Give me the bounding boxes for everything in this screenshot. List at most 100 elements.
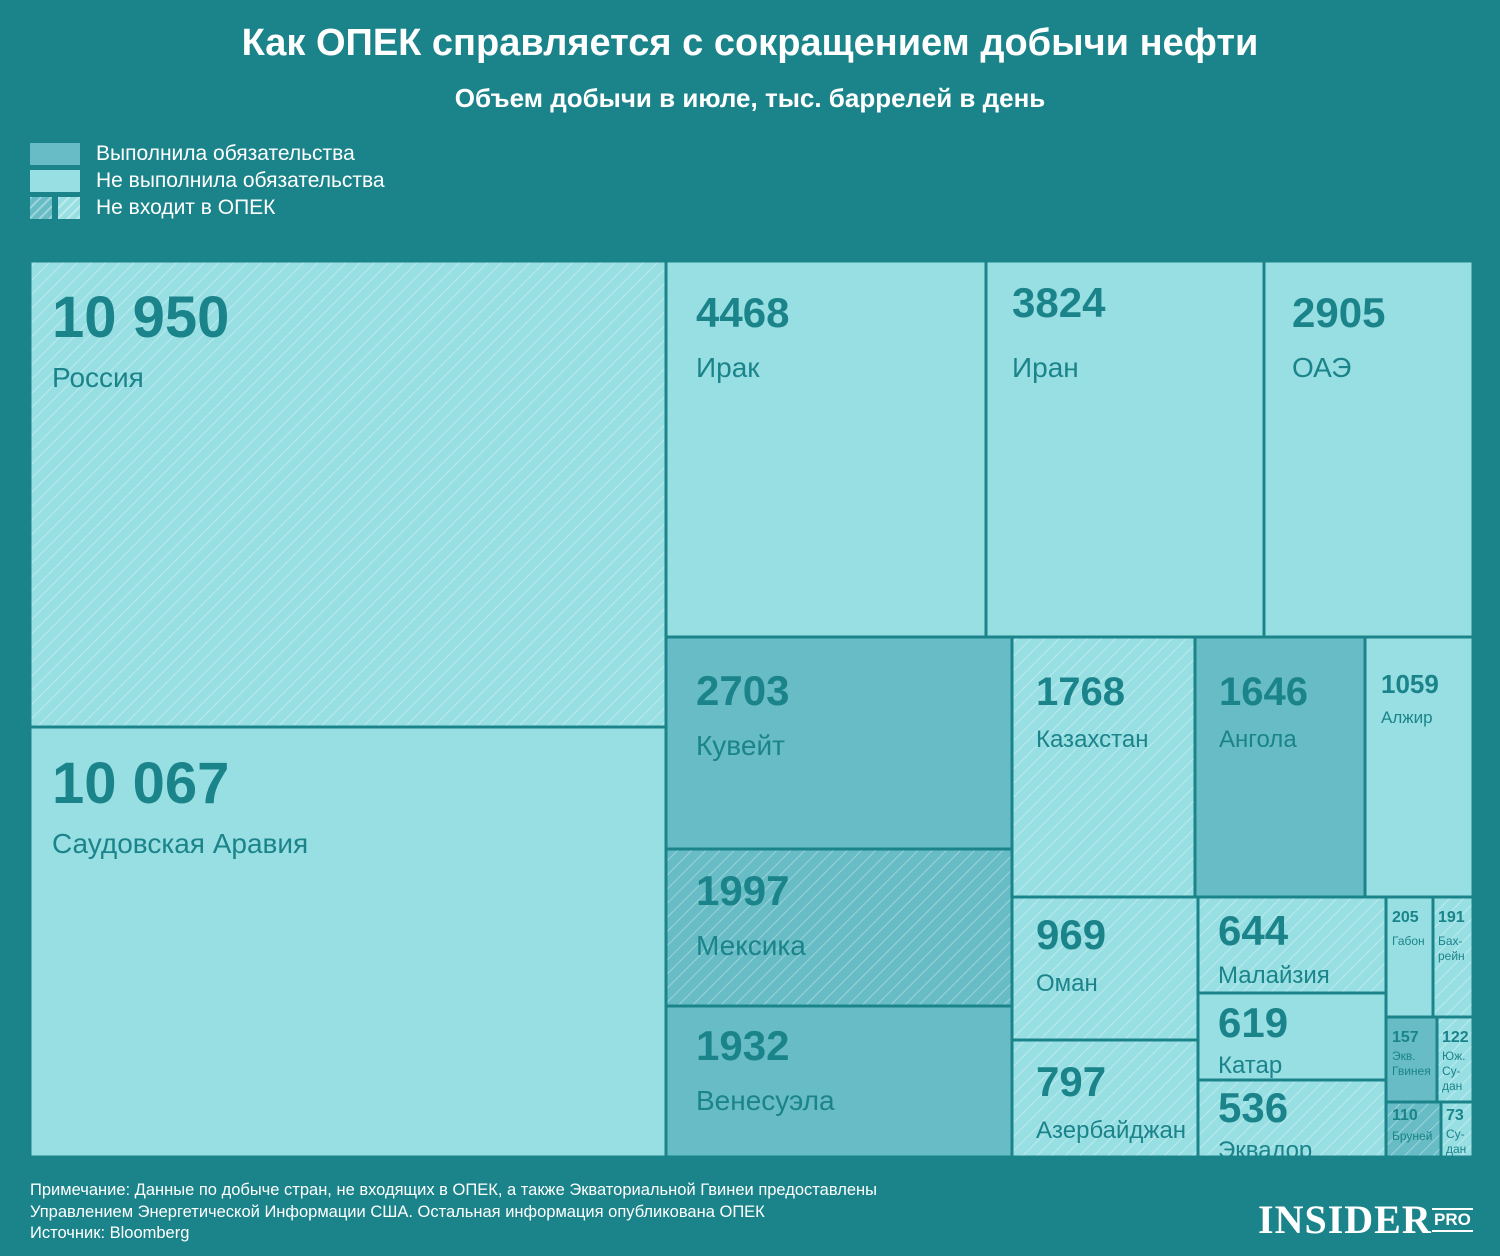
legend-swatch-non-opec — [30, 196, 80, 219]
cell-value-iraq: 4468 — [696, 289, 789, 336]
cell-value-sudan: 73 — [1446, 1107, 1464, 1124]
cell-value-azerbaijan: 797 — [1036, 1058, 1106, 1105]
cell-saudi: 10 067 Саудовская Аравия — [28, 725, 668, 1159]
legend-item-non-opec: Не входит в ОПЕК — [30, 194, 385, 221]
cell-label-venezuela: Венесуэла — [696, 1085, 835, 1116]
cell-label-saudi: Саудовская Аравия — [52, 828, 308, 859]
cell-malaysia: 644 Малайзия — [1196, 895, 1388, 995]
cell-value-kazakhstan: 1768 — [1036, 670, 1125, 714]
cell-rect-venezuela — [664, 1004, 1014, 1159]
footnote-line-1: Примечание: Данные по добыче стран, не в… — [30, 1181, 878, 1199]
cell-label-kazakhstan: Казахстан — [1036, 726, 1148, 753]
footnote-line-2: Управлением Энергетической Информации СШ… — [30, 1202, 765, 1221]
cell-label-ssudan: Юж. Су-дан — [1442, 1049, 1465, 1093]
cell-value-iran: 3824 — [1012, 279, 1106, 326]
cell-mexico: 1997 Мексика — [664, 847, 1014, 1008]
cell-value-malaysia: 644 — [1218, 907, 1289, 954]
legend-swatch-failed — [30, 169, 80, 192]
cell-value-venezuela: 1932 — [696, 1022, 789, 1069]
hatch-swatch-failed — [58, 196, 80, 219]
cell-iraq: 4468 Ирак — [664, 259, 988, 639]
cell-oman: 969 Оман — [1010, 895, 1200, 1042]
cell-label-iraq: Ирак — [696, 352, 760, 383]
cell-label-azerbaijan: Азербайджан — [1036, 1117, 1186, 1144]
cell-label-iran: Иран — [1012, 352, 1079, 383]
cell-value-bahrain: 191 — [1438, 909, 1465, 926]
cell-value-oman: 969 — [1036, 911, 1106, 958]
cell-rect-eqguinea — [1384, 1015, 1439, 1104]
cell-label-russia: Россия — [52, 362, 144, 393]
cell-value-gabon: 205 — [1392, 909, 1419, 926]
cell-value-brunei: 110 — [1392, 1107, 1418, 1124]
cell-ecuador: 536 Эквадор — [1196, 1078, 1388, 1164]
cell-label-angola: Ангола — [1219, 726, 1297, 753]
cell-label-bahrain: Бах-рейн — [1438, 934, 1465, 963]
cell-rect-kuwait — [664, 635, 1014, 851]
footnote: Примечание: Данные по добыче стран, не в… — [30, 1180, 877, 1245]
cell-russia: 10 950 Россия — [28, 259, 668, 729]
cell-gabon: 205 Габон — [1384, 895, 1435, 1019]
cell-eqguinea: 157 Экв. Гвинея — [1384, 1015, 1439, 1104]
legend-swatch-complied — [30, 142, 80, 165]
legend-label-non-opec: Не входит в ОПЕК — [96, 195, 276, 219]
cell-sudan: 73 Су-дан — [1439, 1100, 1475, 1159]
cell-rect-iran — [984, 259, 1266, 639]
cell-value-algeria: 1059 — [1381, 669, 1439, 699]
cell-hatch-russia — [31, 262, 665, 726]
cell-hatch-brunei — [1387, 1103, 1440, 1156]
cell-label-gabon: Габон — [1392, 934, 1425, 948]
cell-label-eqguinea: Экв. Гвинея — [1392, 1049, 1431, 1078]
cell-label-brunei: Бруней — [1392, 1129, 1432, 1143]
hatch-swatch-complied — [30, 196, 52, 219]
cell-label-sudan: Су-дан — [1446, 1127, 1466, 1156]
cell-label-malaysia: Малайзия — [1218, 962, 1330, 989]
cell-value-saudi: 10 067 — [52, 751, 229, 816]
source-text: Источник: Bloomberg — [30, 1224, 190, 1242]
cell-value-angola: 1646 — [1219, 670, 1308, 714]
legend-label-complied: Выполнила обязательства — [96, 141, 355, 165]
cell-qatar: 619 Катар — [1196, 991, 1388, 1082]
cell-value-ecuador: 536 — [1218, 1084, 1288, 1131]
cell-hatch-mexico — [667, 850, 1011, 1005]
cell-algeria: 1059 Алжир — [1363, 635, 1475, 899]
cell-bahrain: 191 Бах-рейн — [1431, 895, 1475, 1019]
cell-value-uae: 2905 — [1292, 289, 1385, 336]
cell-label-qatar: Катар — [1218, 1052, 1282, 1079]
cell-hatch-ecuador — [1199, 1081, 1385, 1156]
cell-kuwait: 2703 Кувейт — [664, 635, 1014, 851]
cell-ssudan: 122 Юж. Су-дан — [1435, 1015, 1475, 1104]
legend-item-complied: Выполнила обязательства — [30, 140, 385, 167]
cell-rect-uae — [1262, 259, 1475, 639]
legend-item-failed: Не выполнила обязательства — [30, 167, 385, 194]
cell-label-algeria: Алжир — [1381, 708, 1433, 727]
cell-iran: 3824 Иран — [984, 259, 1266, 639]
cell-angola: 1646 Ангола — [1193, 635, 1367, 899]
cell-hatch-oman — [1013, 898, 1197, 1039]
cell-value-ssudan: 122 — [1442, 1029, 1469, 1046]
insider-logo: INSIDER — [1258, 1197, 1432, 1242]
cell-value-eqguinea: 157 — [1392, 1029, 1419, 1046]
cell-label-uae: ОАЭ — [1292, 352, 1351, 383]
cell-hatch-ssudan — [1438, 1018, 1472, 1101]
cell-rect-iraq — [664, 259, 988, 639]
legend-label-failed: Не выполнила обязательства — [96, 168, 385, 192]
cell-hatch-bahrain — [1434, 898, 1472, 1016]
cell-value-mexico: 1997 — [696, 867, 789, 914]
cell-label-mexico: Мексика — [696, 930, 806, 961]
cell-value-kuwait: 2703 — [696, 667, 789, 714]
cell-value-russia: 10 950 — [52, 285, 229, 350]
cell-rect-saudi — [28, 725, 668, 1159]
cell-hatch-malaysia — [1199, 898, 1385, 992]
cell-value-qatar: 619 — [1218, 999, 1288, 1046]
cell-brunei: 110 Бруней — [1384, 1100, 1443, 1159]
cell-rect-algeria — [1363, 635, 1475, 899]
chart-title: Как ОПЕК справляется с сокращением добыч… — [241, 22, 1259, 64]
cell-hatch-sudan — [1442, 1103, 1472, 1156]
chart-subtitle: Объем добычи в июле, тыс. баррелей в ден… — [454, 83, 1046, 113]
cell-rect-gabon — [1384, 895, 1435, 1019]
cell-label-kuwait: Кувейт — [696, 730, 785, 761]
cell-hatch-azerbaijan — [1013, 1041, 1197, 1156]
insider-logo-pro: PRO — [1432, 1208, 1473, 1232]
cell-uae: 2905 ОАЭ — [1262, 259, 1475, 639]
